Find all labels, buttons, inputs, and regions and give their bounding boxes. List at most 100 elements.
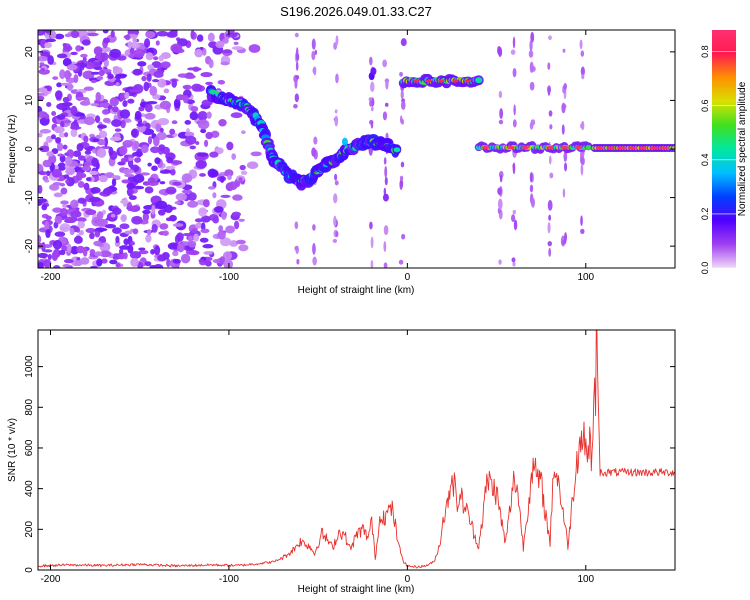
noise-cell [146, 100, 158, 105]
streak-cell [382, 59, 387, 68]
streak-cell [529, 81, 535, 91]
noise-cell [165, 165, 176, 170]
noise-cell [38, 171, 48, 176]
colorbar-ticks: 0.0 0.2 0.4 0.6 0.8 [700, 45, 736, 274]
band0b-peak [638, 146, 647, 150]
noise-cell [119, 245, 131, 250]
streak-cell [369, 56, 373, 66]
streak-cell [580, 66, 585, 77]
band0b-peak [660, 146, 669, 150]
noise-cell [110, 213, 116, 218]
noise-cell [111, 175, 121, 180]
noise-cell [38, 92, 45, 96]
streak-cell [548, 155, 552, 165]
noise-cell [142, 209, 151, 215]
band14-peak [413, 79, 420, 83]
band0-peak [560, 145, 569, 150]
noise-cell [141, 75, 147, 82]
noise-cell [94, 230, 101, 238]
noise-cell [202, 244, 214, 249]
noise-cell [72, 150, 82, 157]
streak-cell [548, 214, 552, 221]
noise-cell [174, 48, 185, 54]
noise-cell [225, 32, 238, 38]
streak-cell [400, 161, 405, 168]
streak-cell [384, 102, 389, 107]
streak-cell [580, 228, 585, 234]
noise-cell [128, 54, 136, 59]
noise-cell [60, 82, 71, 86]
noise-cell [103, 187, 113, 195]
spectrogram-y-label: Frequency (Hz) [7, 115, 18, 184]
noise-cell [63, 119, 72, 124]
noise-cell [147, 135, 153, 145]
noise-cell [124, 140, 134, 144]
band0b-peak [617, 146, 626, 150]
noise-cell [55, 136, 62, 143]
noise-cell [132, 68, 143, 76]
streak-cell [332, 238, 338, 243]
noise-cell [200, 72, 213, 78]
snr-y-ticks: 0 200 400 600 800 1000 [24, 355, 675, 573]
noise-cell [159, 100, 172, 110]
noise-cell [240, 170, 248, 175]
noise-cell [144, 261, 152, 267]
noise-cell [192, 67, 202, 71]
noise-cell [223, 259, 234, 268]
noise-cell [173, 98, 181, 109]
noise-cell [127, 98, 135, 104]
noise-cell [132, 37, 138, 43]
streak-cell [293, 104, 298, 109]
streak-cell [383, 157, 387, 165]
noise-cell [195, 160, 207, 169]
spectrogram-cells [38, 30, 675, 268]
noise-cell [232, 194, 243, 201]
streak-cell [294, 93, 299, 103]
streak-cell [313, 136, 318, 145]
streak-cell [369, 100, 372, 107]
noise-cell [83, 135, 89, 143]
noise-cell [217, 79, 226, 85]
noise-cell [123, 238, 129, 246]
streak-cell [549, 124, 553, 130]
noise-cell [92, 138, 100, 142]
noise-cell [188, 240, 197, 248]
noise-cell [120, 199, 129, 205]
colorbar-label: Normalized spectral amplitude [737, 81, 748, 216]
noise-cell [151, 204, 156, 215]
noise-cell [190, 30, 195, 40]
noise-cell [147, 177, 156, 184]
noise-cell [156, 30, 169, 37]
noise-cell [66, 149, 75, 159]
x-tick-label: 0 [405, 272, 411, 283]
noise-cell [154, 245, 161, 256]
streak-cell [399, 115, 403, 124]
noise-cell [220, 237, 232, 247]
noise-cell [109, 136, 122, 142]
streak-cell [311, 50, 316, 61]
noise-cell [83, 86, 94, 91]
noise-cell [112, 227, 122, 234]
noise-cell [90, 265, 98, 268]
noise-cell [160, 61, 171, 69]
streak-cell [498, 170, 504, 179]
noise-cell [159, 127, 164, 133]
noise-cell [176, 242, 185, 253]
streak-cell [334, 173, 338, 181]
noise-cell [130, 257, 139, 267]
streak-cell [369, 221, 373, 230]
noise-cell [132, 84, 144, 94]
noise-cell [214, 206, 224, 213]
streak-cell [499, 174, 503, 183]
band0b-peak [628, 146, 637, 150]
noise-cell [94, 115, 101, 124]
noise-cell [238, 244, 249, 252]
noise-cell [204, 139, 209, 148]
noise-cell [128, 205, 137, 210]
noise-cell [129, 48, 135, 55]
y-tick-label: 20 [24, 46, 35, 58]
noise-cell [182, 233, 192, 237]
isolated-cell [370, 67, 377, 76]
streak-cell [561, 124, 565, 135]
noise-cell [176, 232, 184, 242]
